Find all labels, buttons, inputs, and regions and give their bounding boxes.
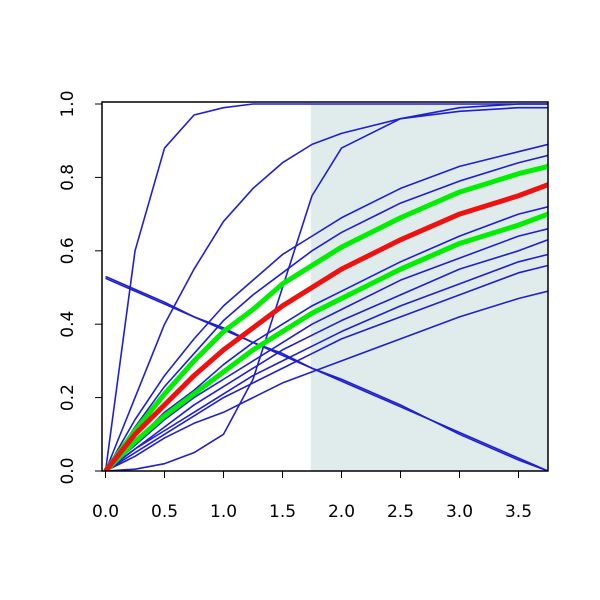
x-tick-label: 1.5: [269, 502, 296, 522]
x-tick-label: 0.5: [151, 502, 178, 522]
line: [105, 103, 548, 471]
line: [105, 253, 548, 471]
y-tick-label: 0.0: [58, 457, 78, 484]
plot-area: [103, 103, 548, 471]
line: [105, 275, 548, 471]
line: [105, 277, 548, 471]
y-tick-label: 0.8: [58, 164, 78, 191]
line: [104, 103, 548, 471]
x-tick-label: 1.0: [210, 502, 237, 522]
line: [105, 264, 548, 471]
line: [103, 211, 548, 471]
line: [104, 154, 548, 471]
line: [105, 239, 548, 471]
line: [104, 205, 548, 471]
line: [105, 228, 548, 471]
x-tick-label: 2.0: [328, 502, 355, 522]
x-tick-label: 2.5: [387, 502, 414, 522]
line: [103, 163, 548, 471]
shaded-region: [310, 104, 548, 471]
line: [104, 106, 548, 471]
line: [104, 143, 548, 471]
y-tick-label: 1.0: [58, 90, 78, 117]
y-tick-label: 0.2: [58, 384, 78, 411]
line: [103, 182, 548, 471]
line: [105, 290, 548, 471]
x-tick-label: 3.5: [505, 502, 532, 522]
y-tick-label: 0.4: [58, 311, 78, 338]
plot-frame: [101, 101, 549, 472]
x-tick-label: 0.0: [92, 502, 119, 522]
y-tick-label: 0.6: [58, 237, 78, 264]
x-tick-label: 3.0: [446, 502, 473, 522]
